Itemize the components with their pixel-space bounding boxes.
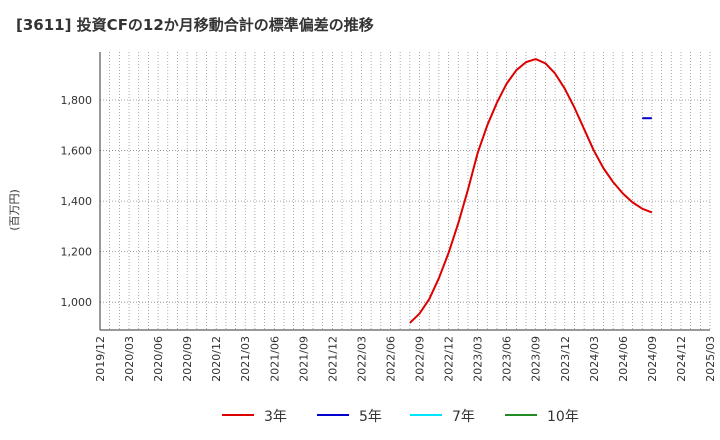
legend-line-10y bbox=[505, 414, 537, 416]
x-tick-label: 2020/06 bbox=[152, 336, 165, 382]
x-tick-label: 2021/09 bbox=[297, 336, 310, 382]
x-tick-label: 2024/12 bbox=[675, 336, 688, 382]
x-tick-label: 2025/03 bbox=[704, 336, 717, 382]
legend-line-3y bbox=[222, 414, 254, 416]
x-tick-label: 2024/06 bbox=[617, 336, 630, 382]
x-tick-label: 2022/06 bbox=[384, 336, 397, 382]
legend-label-7y: 7年 bbox=[452, 409, 475, 425]
x-tick-label: 2021/12 bbox=[326, 336, 339, 382]
x-tick-label: 2023/06 bbox=[501, 336, 514, 382]
x-tick-label: 2020/12 bbox=[210, 336, 223, 382]
legend-line-5y bbox=[317, 414, 349, 416]
x-tick-label: 2020/09 bbox=[181, 336, 194, 382]
x-tick-label: 2022/03 bbox=[355, 336, 368, 382]
legend: 3年 5年 7年 10年 bbox=[0, 404, 720, 426]
x-tick-label: 2024/09 bbox=[646, 336, 659, 382]
y-tick-label: 1,000 bbox=[61, 296, 93, 309]
x-tick-label: 2022/12 bbox=[443, 336, 456, 382]
series-line-1 bbox=[409, 58, 653, 324]
y-tick-label: 1,600 bbox=[61, 145, 93, 158]
legend-line-7y bbox=[410, 414, 442, 416]
x-tick-label: 2023/09 bbox=[530, 336, 543, 382]
legend-label-5y: 5年 bbox=[359, 409, 382, 425]
legend-label-10y: 10年 bbox=[547, 409, 579, 425]
x-tick-label: 2020/03 bbox=[123, 336, 136, 382]
x-tick-label: 2024/03 bbox=[588, 336, 601, 382]
x-tick-label: 2019/12 bbox=[94, 336, 107, 382]
x-tick-label: 2023/12 bbox=[559, 336, 572, 382]
x-tick-label: 2022/09 bbox=[414, 336, 427, 382]
y-tick-label: 1,200 bbox=[61, 246, 93, 259]
x-tick-label: 2021/03 bbox=[239, 336, 252, 382]
x-tick-label: 2021/06 bbox=[268, 336, 281, 382]
x-tick-label: 2023/03 bbox=[472, 336, 485, 382]
chart-title: [3611] 投資CFの12か月移動合計の標準偏差の推移 bbox=[16, 16, 374, 34]
y-tick-label: 1,800 bbox=[61, 94, 93, 107]
y-tick-label: 1,400 bbox=[61, 195, 93, 208]
plot-area bbox=[100, 52, 710, 330]
legend-label-3y: 3年 bbox=[264, 409, 287, 425]
